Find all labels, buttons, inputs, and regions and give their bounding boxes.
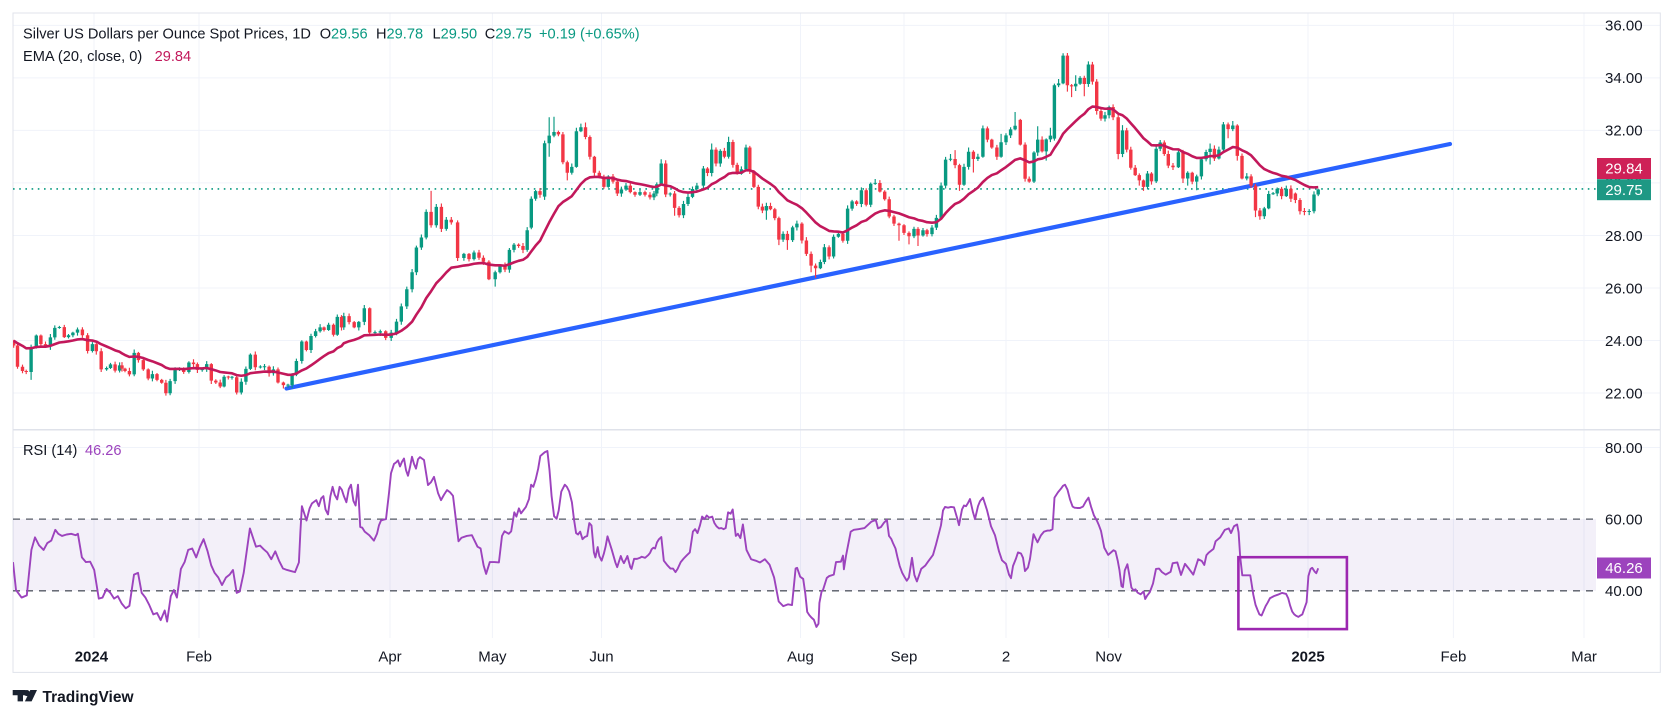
svg-text:2024: 2024 [75, 649, 109, 666]
svg-text:Aug: Aug [787, 649, 814, 666]
svg-text:Jun: Jun [589, 649, 613, 666]
svg-text:32.00: 32.00 [1605, 123, 1643, 140]
svg-text:26.00: 26.00 [1605, 280, 1643, 297]
svg-text:29.75: 29.75 [1605, 182, 1643, 199]
svg-text:60.00: 60.00 [1605, 511, 1643, 528]
svg-text:36.00: 36.00 [1605, 18, 1643, 35]
svg-text:Nov: Nov [1095, 649, 1122, 666]
svg-text:2025: 2025 [1291, 649, 1324, 666]
svg-text:29.84: 29.84 [1605, 161, 1643, 178]
svg-text:28.00: 28.00 [1605, 228, 1643, 245]
svg-text:EMA (20, close, 0): EMA (20, close, 0) [23, 49, 142, 65]
svg-text:22.00: 22.00 [1605, 385, 1643, 402]
svg-text:May: May [478, 649, 507, 666]
svg-text:Sep: Sep [891, 649, 918, 666]
svg-text:Apr: Apr [378, 649, 401, 666]
svg-text:29.84: 29.84 [155, 49, 192, 65]
svg-text:Mar: Mar [1571, 649, 1597, 666]
svg-text:RSI (14): RSI (14) [23, 443, 77, 459]
svg-text:24.00: 24.00 [1605, 333, 1643, 350]
svg-text:TradingView: TradingView [43, 689, 135, 706]
svg-text:Feb: Feb [1440, 649, 1466, 666]
svg-text:O29.56: O29.56 [320, 27, 368, 43]
svg-text:40.00: 40.00 [1605, 583, 1643, 600]
svg-text:C29.75: C29.75 [485, 27, 532, 43]
svg-text:L29.50: L29.50 [433, 27, 478, 43]
svg-text:46.26: 46.26 [85, 443, 122, 459]
svg-text:34.00: 34.00 [1605, 70, 1643, 87]
svg-text:Feb: Feb [186, 649, 212, 666]
svg-text:80.00: 80.00 [1605, 440, 1643, 457]
svg-text:Silver US Dollars per Ounce Sp: Silver US Dollars per Ounce Spot Prices,… [23, 27, 311, 43]
svg-text:46.26: 46.26 [1605, 560, 1643, 577]
svg-text:H29.78: H29.78 [376, 27, 423, 43]
svg-text:2: 2 [1002, 649, 1010, 666]
svg-text:+0.19 (+0.65%): +0.19 (+0.65%) [539, 27, 640, 43]
